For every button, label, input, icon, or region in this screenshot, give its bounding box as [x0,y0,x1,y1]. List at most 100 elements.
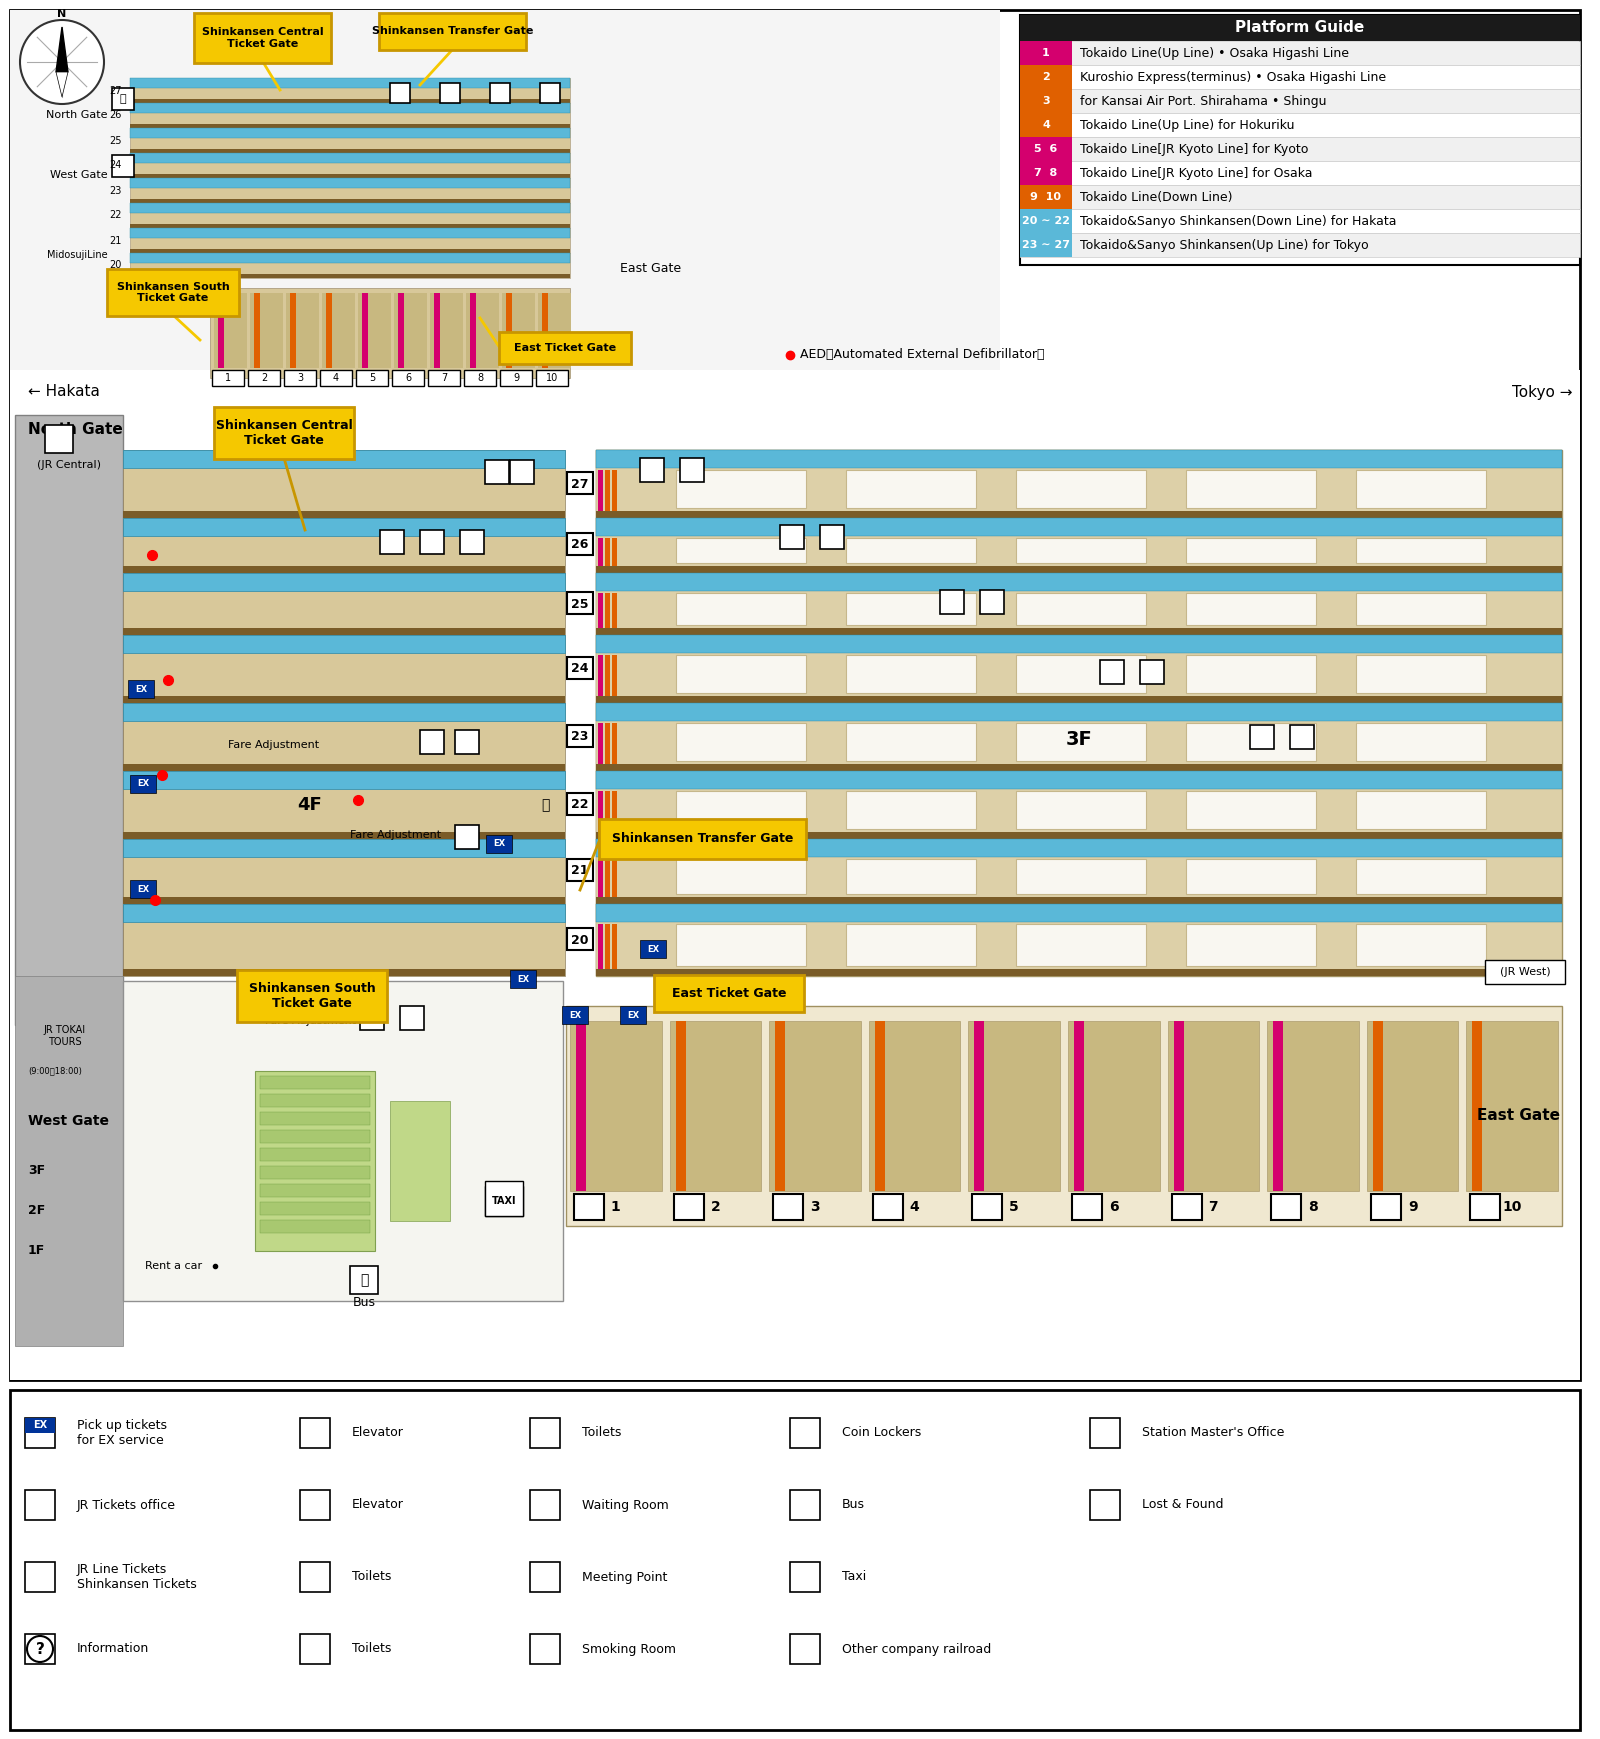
Text: 1F: 1F [29,1245,45,1257]
Text: 1: 1 [226,372,230,383]
Bar [506,292,512,369]
Bar [819,525,845,550]
Text: 24: 24 [571,663,589,675]
Bar [874,1195,902,1221]
Bar [14,416,123,1024]
Bar [846,656,976,694]
Bar [130,177,570,188]
Bar [595,703,1562,722]
Bar [605,656,610,696]
Bar [123,635,565,703]
Bar [1021,42,1581,64]
Bar [790,1562,819,1591]
Text: EX: EX [138,779,149,788]
Bar [510,970,536,988]
Text: 3F: 3F [1066,730,1093,750]
Text: 24: 24 [110,160,122,170]
Text: East Gate: East Gate [1477,1108,1560,1123]
Bar [595,703,1562,770]
Bar [770,1021,861,1191]
Bar [123,565,565,572]
Bar [595,572,1562,591]
Bar [1485,960,1565,984]
Text: 22: 22 [571,798,589,812]
Bar [45,424,74,452]
Text: 10: 10 [1502,1200,1522,1214]
Bar [211,370,243,386]
Bar [611,859,618,897]
Bar [640,457,664,482]
Bar [566,532,594,555]
Bar [259,1167,370,1179]
Bar [1186,656,1315,694]
Text: Shinkansen South
Ticket Gate: Shinkansen South Ticket Gate [117,282,229,303]
Bar [675,859,806,894]
Bar [285,370,317,386]
Text: Shinkansen South
Ticket Gate: Shinkansen South Ticket Gate [248,983,376,1010]
Bar [595,897,1562,904]
Bar [130,153,570,177]
Bar [595,838,1562,857]
Text: 9  10: 9 10 [1030,191,1061,202]
Text: ← Hakata: ← Hakata [29,384,99,400]
Bar [123,831,565,838]
Bar [1021,233,1581,257]
Bar [390,83,410,103]
Text: 23: 23 [571,730,589,744]
Text: Shinkansen Central
Ticket Gate: Shinkansen Central Ticket Gate [216,419,352,447]
Bar [1016,723,1146,762]
Bar [1021,64,1581,89]
Bar [675,470,806,508]
Bar [598,593,603,628]
Bar [776,1021,786,1191]
Bar [130,252,570,278]
Bar [400,1005,424,1029]
Bar [355,370,387,386]
Bar [248,370,280,386]
FancyBboxPatch shape [598,819,806,859]
Bar [130,228,570,252]
Bar [536,370,568,386]
Bar [680,457,704,482]
Bar [434,292,440,369]
Bar [1021,16,1581,264]
Bar [846,923,976,965]
Bar [611,923,618,969]
Bar [530,1490,560,1520]
Text: 9: 9 [514,372,518,383]
Bar [485,1186,523,1216]
Text: 21: 21 [110,235,122,245]
Bar [1016,537,1146,563]
Bar [470,292,477,369]
Text: 2: 2 [261,372,267,383]
Bar [1016,593,1146,624]
Bar [640,941,666,958]
Bar [974,1021,984,1191]
Bar [466,292,499,369]
Text: EX: EX [517,974,530,984]
Text: 7: 7 [1208,1200,1218,1214]
Bar [790,1635,819,1664]
Text: 🚌: 🚌 [360,1273,368,1287]
FancyBboxPatch shape [654,976,805,1012]
Bar [1186,470,1315,508]
Bar [510,461,534,483]
Bar [846,537,976,563]
Bar [130,249,570,252]
Bar [595,518,1562,572]
Bar [611,723,618,763]
Bar [605,593,610,628]
Bar [605,470,610,511]
Bar [611,791,618,831]
Bar [259,1184,370,1196]
Bar [846,791,976,830]
Bar [454,824,478,849]
Bar [576,1021,586,1191]
Bar [123,763,565,770]
Circle shape [27,1636,53,1662]
Bar [875,1021,885,1191]
Bar [566,591,594,614]
Bar [530,1635,560,1664]
Bar [1168,1021,1259,1191]
Text: Rent a car: Rent a car [146,1261,202,1271]
